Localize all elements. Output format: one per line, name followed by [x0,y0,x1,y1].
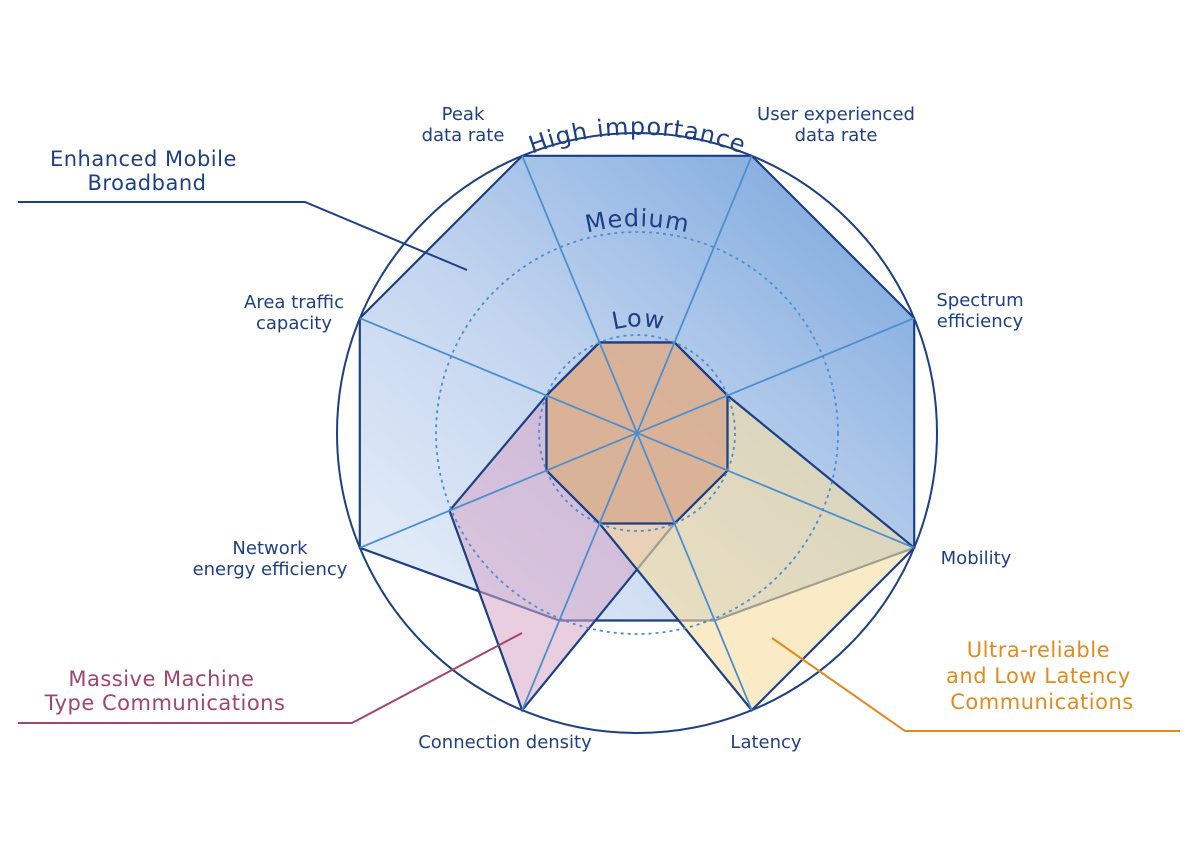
axis-label-user: User experienced data rate [757,104,915,146]
axis-label-area: Area traffic capacity [244,292,344,334]
level-label-low: Low [609,304,667,335]
axis-label-energy: Network energy efficiency [193,538,348,580]
embb-leader-line [18,201,468,271]
outer-circle [336,132,938,734]
axis-spoke [359,317,915,549]
axis-label-spectrum: Spectrum efficiency [936,290,1023,332]
axis-label-density: Connection density [418,732,592,753]
axis-label-latency: Latency [730,732,801,753]
mmtc-label: Massive Machine Type Communications [44,667,286,715]
axis-label-peak: Peak data rate [422,104,505,146]
axis-label-mobility: Mobility [941,548,1012,569]
medium-ring [435,231,839,635]
urllc-leader-line [771,637,1180,732]
mmtc-leader-line [18,632,523,724]
axis-spokes [359,155,915,711]
level-label-high: High importance [525,113,750,160]
urllc-label: Ultra-reliable and Low Latency Communica… [946,638,1138,714]
low-ring [538,334,736,532]
embb-label: Enhanced Mobile Broadband [50,147,244,195]
